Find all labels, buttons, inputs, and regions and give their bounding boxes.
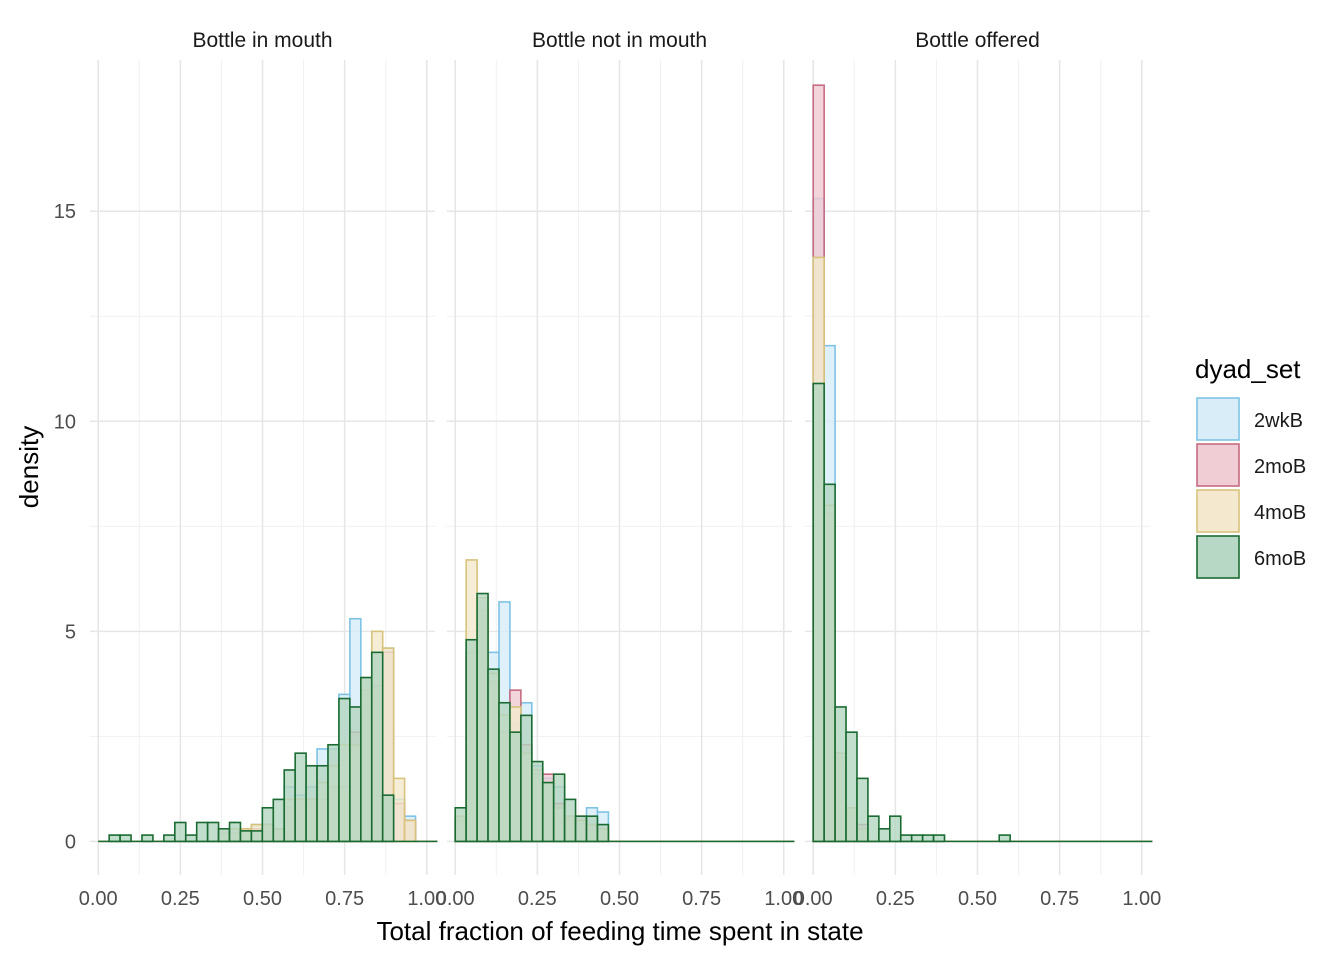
series-4moB bbox=[812, 256, 1153, 843]
histogram-bar bbox=[932, 834, 946, 843]
histogram-bar bbox=[316, 764, 329, 843]
x-axis-title: Total fraction of feeding time spent in … bbox=[376, 916, 863, 946]
legend-label-6moB: 6moB bbox=[1254, 548, 1306, 570]
histogram-bar bbox=[531, 760, 544, 843]
histogram-bar bbox=[812, 382, 825, 843]
histogram-bar bbox=[889, 815, 902, 843]
legend-key-4moB bbox=[1196, 489, 1240, 533]
x-tick-label: 1.00 bbox=[407, 888, 446, 910]
histogram-bar bbox=[195, 821, 209, 843]
histogram-bar bbox=[349, 706, 362, 843]
histogram-bar bbox=[184, 834, 198, 843]
histogram-bar bbox=[206, 821, 220, 843]
histogram-bar bbox=[327, 743, 340, 843]
facet-title: Bottle in mouth bbox=[192, 29, 332, 52]
histogram-bar bbox=[487, 668, 500, 843]
histogram-bar bbox=[454, 806, 467, 843]
legend-key-2wkB bbox=[1196, 397, 1240, 441]
histogram-bar bbox=[261, 806, 275, 843]
facet-title: Bottle offered bbox=[915, 29, 1040, 52]
histogram-bar bbox=[823, 483, 836, 843]
histogram-bar bbox=[845, 731, 858, 843]
histogram-bar bbox=[108, 834, 121, 843]
facet-title: Bottle not in mouth bbox=[532, 29, 707, 52]
histogram-bar bbox=[834, 706, 847, 843]
histogram-bar bbox=[217, 827, 231, 843]
histogram-bar bbox=[552, 773, 566, 843]
histogram-bar bbox=[856, 777, 869, 843]
legend-label-4moB: 4moB bbox=[1254, 502, 1306, 524]
histogram-bar bbox=[867, 815, 880, 843]
histogram-bar bbox=[921, 834, 935, 843]
series-2wkB bbox=[812, 197, 1153, 843]
histogram-bar bbox=[899, 834, 913, 843]
histogram-bar bbox=[305, 764, 318, 843]
x-tick-label: 0.25 bbox=[161, 888, 200, 910]
legend-label-2moB: 2moB bbox=[1254, 456, 1306, 478]
histogram-bar bbox=[392, 777, 406, 843]
series-2moB bbox=[812, 84, 1153, 843]
histogram-bar bbox=[563, 798, 577, 843]
series-6moB bbox=[812, 382, 1153, 843]
histogram-bar bbox=[878, 827, 891, 843]
histogram-bar bbox=[141, 834, 154, 843]
histogram-bar bbox=[239, 830, 253, 843]
histogram-bar bbox=[585, 815, 599, 843]
x-tick-label: 0.25 bbox=[518, 888, 557, 910]
x-tick-label: 0.75 bbox=[682, 888, 721, 910]
histogram-bar bbox=[998, 834, 1011, 843]
histogram-bar bbox=[228, 821, 242, 843]
x-tick-label: 0.50 bbox=[243, 888, 282, 910]
histogram-bar bbox=[250, 830, 264, 843]
y-axis-title: density bbox=[14, 426, 44, 508]
y-tick-label: 15 bbox=[54, 201, 76, 223]
y-tick-label: 5 bbox=[65, 621, 76, 643]
legend-label-2wkB: 2wkB bbox=[1254, 410, 1303, 432]
x-tick-label: 0.00 bbox=[79, 888, 118, 910]
histogram-bar bbox=[360, 676, 373, 843]
histogram-bar bbox=[498, 701, 511, 843]
x-tick-label: 1.00 bbox=[1122, 888, 1161, 910]
histogram-bar bbox=[381, 794, 395, 843]
histogram-bar bbox=[910, 834, 924, 843]
series-6moB bbox=[454, 592, 795, 843]
y-tick-label: 10 bbox=[54, 411, 76, 433]
x-tick-label: 0.00 bbox=[436, 888, 475, 910]
x-tick-label: 0.50 bbox=[600, 888, 639, 910]
histogram-bar bbox=[338, 697, 351, 843]
x-tick-label: 0.00 bbox=[794, 888, 833, 910]
histogram-bar bbox=[465, 638, 478, 843]
y-tick-label: 0 bbox=[65, 831, 76, 853]
x-tick-label: 0.75 bbox=[325, 888, 364, 910]
histogram-bar bbox=[272, 798, 286, 843]
legend-key-2moB bbox=[1196, 443, 1240, 487]
x-tick-label: 1.00 bbox=[764, 888, 803, 910]
legend-key-6moB bbox=[1196, 535, 1240, 579]
histogram-bar bbox=[596, 823, 610, 843]
histogram-bar bbox=[520, 714, 533, 843]
histogram-bar bbox=[283, 769, 296, 843]
histogram-bar bbox=[541, 781, 555, 843]
histogram-bar bbox=[174, 821, 187, 843]
histogram-bar bbox=[509, 731, 522, 843]
histogram-bar bbox=[163, 834, 176, 843]
x-tick-label: 0.50 bbox=[958, 888, 997, 910]
histogram-bar bbox=[294, 752, 307, 843]
histogram-bar bbox=[370, 651, 384, 843]
x-tick-label: 0.75 bbox=[1040, 888, 1079, 910]
histogram-bar bbox=[574, 815, 588, 843]
x-tick-label: 0.25 bbox=[876, 888, 915, 910]
legend-title: dyad_set bbox=[1195, 354, 1301, 384]
series-6moB bbox=[98, 651, 438, 843]
histogram-bar bbox=[119, 834, 132, 843]
histogram-bar bbox=[476, 592, 489, 843]
histogram-bar bbox=[403, 819, 417, 843]
